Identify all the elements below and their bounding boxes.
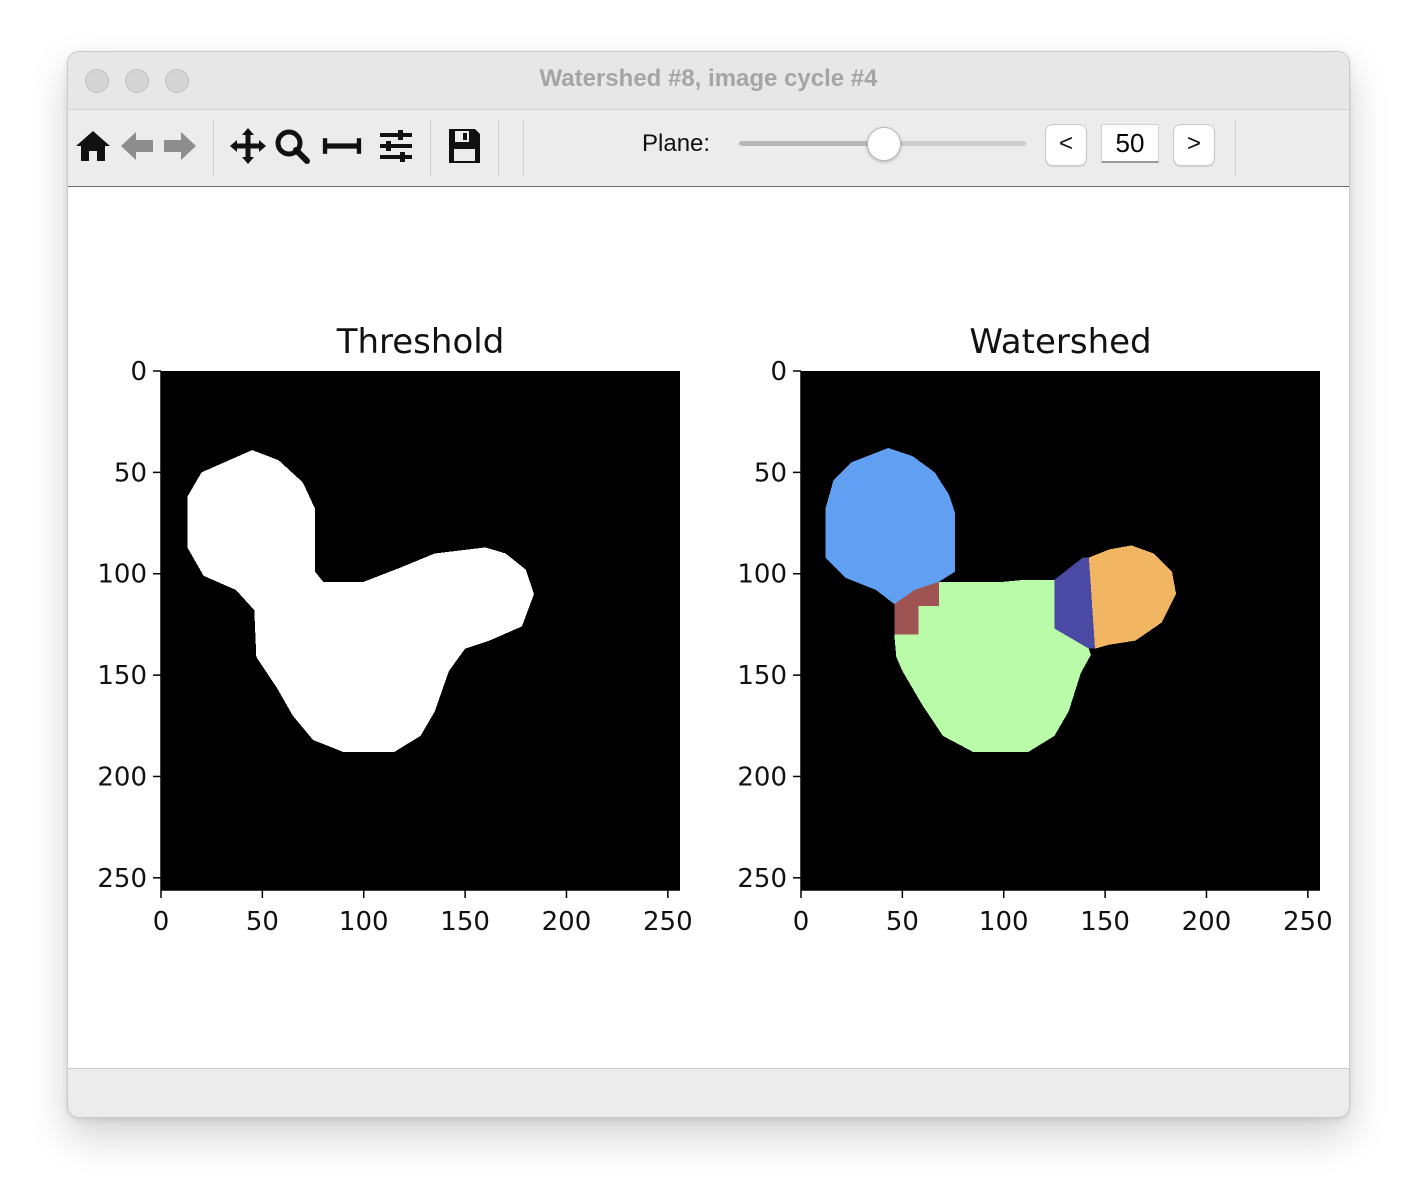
title-bar: Watershed #8, image cycle #4 [68, 52, 1349, 110]
x-tick-label: 100 [339, 907, 389, 937]
save-icon [449, 129, 480, 163]
zoom-button[interactable] [272, 124, 312, 168]
x-tick-label: 50 [886, 907, 919, 937]
plane-number-input[interactable] [1101, 124, 1159, 163]
x-tick-label: 250 [1283, 907, 1333, 937]
zoom-icon [275, 129, 310, 164]
y-tick-label: 50 [754, 458, 787, 488]
y-tick-label: 250 [737, 864, 787, 894]
y-tick-label: 150 [97, 661, 147, 691]
plane-slider-fill [739, 141, 883, 146]
toolbar-separator [1235, 120, 1236, 176]
zoom-window-button[interactable] [165, 69, 189, 93]
subplot-adjust-button[interactable] [322, 124, 362, 168]
y-tick-label: 250 [97, 864, 147, 894]
y-tick-label: 100 [737, 560, 787, 590]
y-tick-label: 150 [737, 661, 787, 691]
status-bar [68, 1068, 1349, 1117]
configure-icon [380, 130, 412, 162]
app-window: Watershed #8, image cycle #4 [67, 51, 1350, 1118]
y-tick-label: 0 [130, 357, 147, 387]
pan-icon [230, 128, 266, 164]
plane-slider[interactable] [739, 127, 1026, 161]
segmented-region-1 [825, 448, 956, 605]
toolbar-separator [523, 120, 524, 176]
save-button[interactable] [444, 124, 484, 168]
minimize-window-button[interactable] [125, 69, 149, 93]
toolbar: Plane: < > [68, 110, 1349, 188]
back-arrow-icon [121, 132, 153, 160]
x-tick-label: 200 [542, 907, 592, 937]
x-tick-label: 100 [979, 907, 1029, 937]
back-button[interactable] [117, 124, 157, 168]
segmented-region-2 [894, 581, 939, 635]
x-tick-label: 200 [1182, 907, 1232, 937]
window-title: Watershed #8, image cycle #4 [539, 65, 878, 92]
panel-title: Threshold [336, 322, 505, 362]
panel-title: Watershed [969, 322, 1151, 362]
previous-plane-button[interactable]: < [1045, 124, 1087, 166]
y-tick-label: 200 [97, 762, 147, 792]
configure-button[interactable] [376, 124, 416, 168]
x-tick-label: 150 [1080, 907, 1130, 937]
toolbar-separator [430, 120, 431, 176]
next-plane-button[interactable]: > [1173, 124, 1215, 166]
x-tick-label: 0 [153, 907, 170, 937]
segmented-region-foreground [187, 450, 534, 753]
home-button[interactable] [73, 124, 113, 168]
close-window-button[interactable] [85, 69, 109, 93]
y-tick-label: 50 [114, 458, 147, 488]
x-tick-label: 150 [440, 907, 490, 937]
segmented-region-5 [1088, 545, 1177, 649]
y-tick-label: 100 [97, 560, 147, 590]
figure-canvas: Threshold 0 50 100 150 200 250 0 50 100 150 200 250 W… [68, 187, 1349, 1068]
pan-button[interactable] [228, 124, 268, 168]
x-tick-label: 0 [793, 907, 810, 937]
subplot-adjust-icon [322, 138, 362, 154]
segmented-region-4 [1054, 557, 1095, 649]
plane-label: Plane: [642, 130, 711, 157]
y-tick-label: 200 [737, 762, 787, 792]
forward-arrow-icon [164, 132, 196, 160]
home-icon [76, 131, 110, 161]
x-tick-label: 50 [246, 907, 279, 937]
plane-slider-thumb[interactable] [866, 127, 901, 161]
toolbar-separator [213, 120, 214, 176]
toolbar-separator [498, 120, 499, 176]
x-tick-label: 250 [643, 907, 693, 937]
forward-button[interactable] [160, 124, 200, 168]
y-tick-label: 0 [770, 357, 787, 387]
segmented-region-3 [894, 579, 1091, 753]
